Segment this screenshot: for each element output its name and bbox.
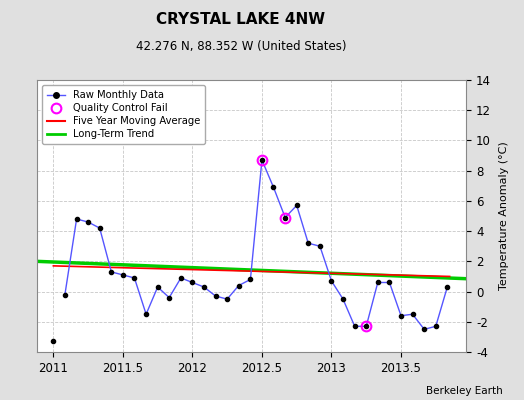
Legend: Raw Monthly Data, Quality Control Fail, Five Year Moving Average, Long-Term Tren: Raw Monthly Data, Quality Control Fail, … (42, 85, 205, 144)
Y-axis label: Temperature Anomaly (°C): Temperature Anomaly (°C) (499, 142, 509, 290)
Text: 42.276 N, 88.352 W (United States): 42.276 N, 88.352 W (United States) (136, 40, 346, 53)
Text: Berkeley Earth: Berkeley Earth (427, 386, 503, 396)
Text: CRYSTAL LAKE 4NW: CRYSTAL LAKE 4NW (157, 12, 325, 27)
